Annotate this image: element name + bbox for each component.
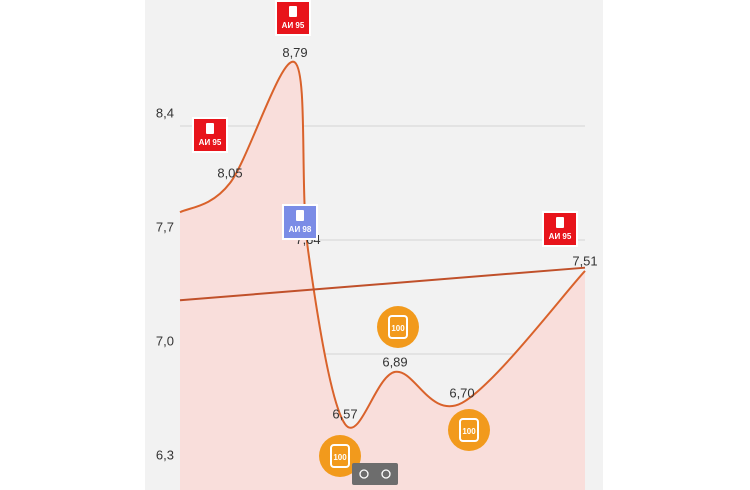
badge-circle	[319, 435, 361, 477]
trend-line	[179, 266, 586, 302]
fuel-badge: АИ 95	[192, 117, 228, 153]
badge-label: 100	[391, 324, 405, 333]
data-label: 8,79	[282, 45, 307, 60]
y-tick-label: 7,7	[156, 219, 174, 234]
undo-button[interactable]	[359, 469, 369, 479]
badge-circle	[377, 306, 419, 348]
y-tick-label: 6,3	[156, 447, 174, 462]
badge-label: 100	[462, 427, 476, 436]
pump-icon	[206, 123, 214, 134]
data-label: 6,89	[382, 354, 407, 369]
canister-icon	[330, 444, 350, 468]
fuel-badge: 100	[448, 409, 490, 451]
badge-label: АИ 95	[549, 232, 572, 241]
badge-label: АИ 98	[289, 225, 312, 234]
area	[180, 61, 585, 490]
data-label: 7,51	[572, 253, 597, 268]
fuel-badge: 100	[377, 306, 419, 348]
canister-icon	[388, 315, 408, 339]
badge-circle	[448, 409, 490, 451]
zoom-toolbar	[352, 463, 398, 485]
fuel-badge: АИ 95	[542, 211, 578, 247]
pump-icon	[296, 210, 304, 221]
data-label: 8,05	[217, 165, 242, 180]
redo-button[interactable]	[381, 469, 391, 479]
pump-icon	[556, 217, 564, 228]
data-label: 6,70	[449, 385, 474, 400]
badge-label: АИ 95	[199, 138, 222, 147]
badge-label: АИ 95	[282, 21, 305, 30]
pump-icon	[289, 6, 297, 17]
line	[179, 60, 586, 429]
toolbar-background	[352, 463, 398, 485]
fuel-badge: АИ 95	[275, 0, 311, 36]
y-tick-label: 8,4	[156, 105, 174, 120]
y-tick-label: 7,0	[156, 333, 174, 348]
canister-icon	[459, 418, 479, 442]
data-label: 6,57	[332, 406, 357, 421]
fuel-badge: 100	[319, 435, 361, 477]
fuel-badge: АИ 98	[282, 204, 318, 240]
badge-label: 100	[333, 453, 347, 462]
